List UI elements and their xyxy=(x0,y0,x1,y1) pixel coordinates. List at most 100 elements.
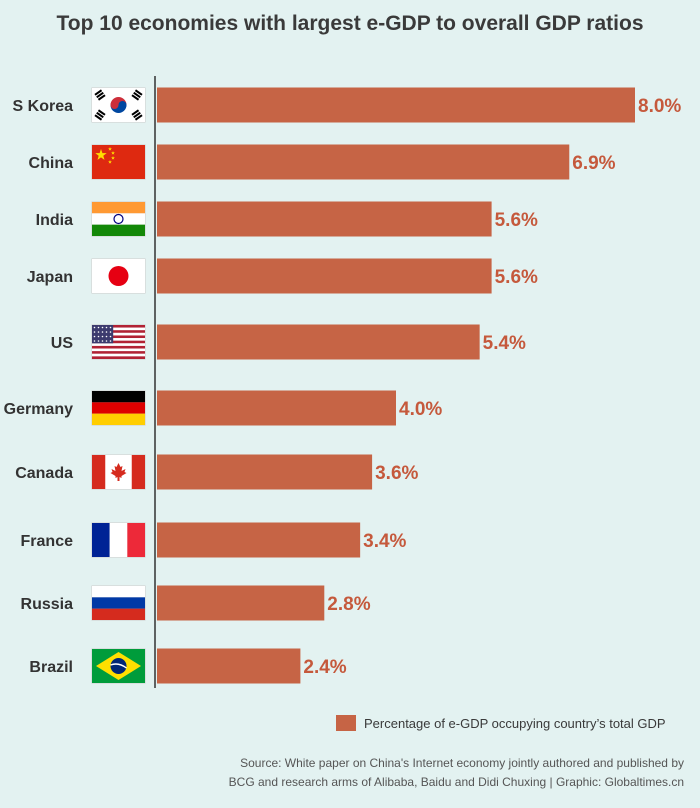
star xyxy=(95,149,107,160)
legend: Percentage of e-GDP occupying country’s … xyxy=(336,714,666,732)
taeguk-swirl-red xyxy=(110,101,119,109)
star xyxy=(105,331,108,333)
data-label: 5.4% xyxy=(483,333,526,354)
star xyxy=(97,326,100,329)
star xyxy=(101,340,104,342)
india-flag-icon xyxy=(91,201,146,237)
trigram-bar xyxy=(96,91,104,99)
trigram-bar xyxy=(131,109,140,116)
flag-stripe xyxy=(92,335,145,339)
brazil-flag-icon xyxy=(91,648,146,684)
star xyxy=(111,151,115,155)
bar xyxy=(157,454,373,490)
trigram-bar xyxy=(97,94,106,101)
category-label: Russia xyxy=(21,596,74,613)
flag-stripe xyxy=(92,402,145,414)
bar xyxy=(157,390,396,426)
star xyxy=(101,335,104,338)
trigram-bar xyxy=(94,89,103,96)
flag-stripe xyxy=(92,325,145,328)
category-label: China xyxy=(29,155,74,172)
trigram-bar xyxy=(133,91,141,99)
bar xyxy=(157,522,361,558)
canada-flag-icon xyxy=(91,454,146,490)
france-flag-icon xyxy=(91,522,146,558)
star xyxy=(105,335,108,338)
trigram-bar xyxy=(131,94,140,101)
taeguk-swirl-blue xyxy=(118,101,127,109)
globe-band xyxy=(110,663,127,669)
flag-stripe xyxy=(92,351,145,354)
source-line-1: Source: White paper on China's Internet … xyxy=(240,756,684,770)
trigram-bar xyxy=(97,109,106,116)
bar xyxy=(157,87,635,123)
category-label: S Korea xyxy=(13,98,74,115)
legend-swatch xyxy=(336,715,356,731)
star xyxy=(109,331,112,333)
chart-title: Top 10 economies with largest e-GDP to o… xyxy=(56,12,644,35)
maple-leaf xyxy=(110,463,127,481)
flag-stripe xyxy=(92,338,145,341)
data-label: 3.6% xyxy=(375,463,418,484)
us-flag-icon xyxy=(91,324,146,360)
star xyxy=(93,335,96,338)
data-label: 2.4% xyxy=(303,657,346,678)
flag-band xyxy=(92,455,106,489)
sun-disc xyxy=(108,266,129,286)
data-label: 4.0% xyxy=(399,399,442,420)
star xyxy=(97,331,100,333)
flag-stripe xyxy=(92,327,145,331)
star xyxy=(93,340,96,342)
star xyxy=(97,335,100,338)
germany-flag-icon xyxy=(91,390,146,426)
flag-stripe xyxy=(109,523,128,557)
flag-stripe xyxy=(92,413,145,425)
trigram xyxy=(94,89,106,101)
source-line-2: BCG and research arms of Alibaba, Baidu … xyxy=(228,775,684,789)
bar xyxy=(157,258,492,294)
category-label: Canada xyxy=(15,465,73,482)
flag-stripe xyxy=(92,213,145,225)
category-label: Germany xyxy=(4,401,73,418)
star xyxy=(101,331,104,333)
bar xyxy=(157,201,492,237)
bar xyxy=(157,648,301,684)
star xyxy=(105,326,108,329)
trigram xyxy=(131,89,143,101)
flag-stripe xyxy=(92,608,145,620)
data-label: 8.0% xyxy=(638,96,681,117)
star xyxy=(109,335,112,338)
category-label: India xyxy=(36,212,73,229)
category-label: Brazil xyxy=(29,659,73,676)
flag-canton xyxy=(92,325,114,344)
data-label: 3.4% xyxy=(363,531,406,552)
source-note: Source: White paper on China's Internet … xyxy=(124,754,684,792)
flag-stripe xyxy=(92,332,145,336)
data-label: 2.8% xyxy=(327,594,370,615)
flag-stripe xyxy=(92,202,145,214)
flag-stripe xyxy=(92,586,145,598)
trigram-bar xyxy=(96,111,104,119)
flag-stripe xyxy=(92,356,145,359)
legend-label: Percentage of e-GDP occupying country’s … xyxy=(364,715,666,731)
flag-stripe xyxy=(92,597,145,609)
star xyxy=(101,326,104,329)
data-label: 6.9% xyxy=(572,153,615,174)
star xyxy=(108,147,112,151)
bar xyxy=(157,324,480,360)
bar xyxy=(157,585,325,621)
trigram-bar xyxy=(94,114,103,121)
star xyxy=(109,326,112,329)
star xyxy=(111,156,115,160)
russia-flag-icon xyxy=(91,585,146,621)
flag-stripe xyxy=(92,391,145,403)
chakra xyxy=(113,213,124,225)
flag-stripe xyxy=(92,348,145,352)
trigram xyxy=(131,109,143,121)
globe xyxy=(110,658,127,674)
bar xyxy=(157,144,570,180)
trigram xyxy=(94,109,106,121)
star xyxy=(93,331,96,333)
trigram-bar xyxy=(134,114,143,121)
